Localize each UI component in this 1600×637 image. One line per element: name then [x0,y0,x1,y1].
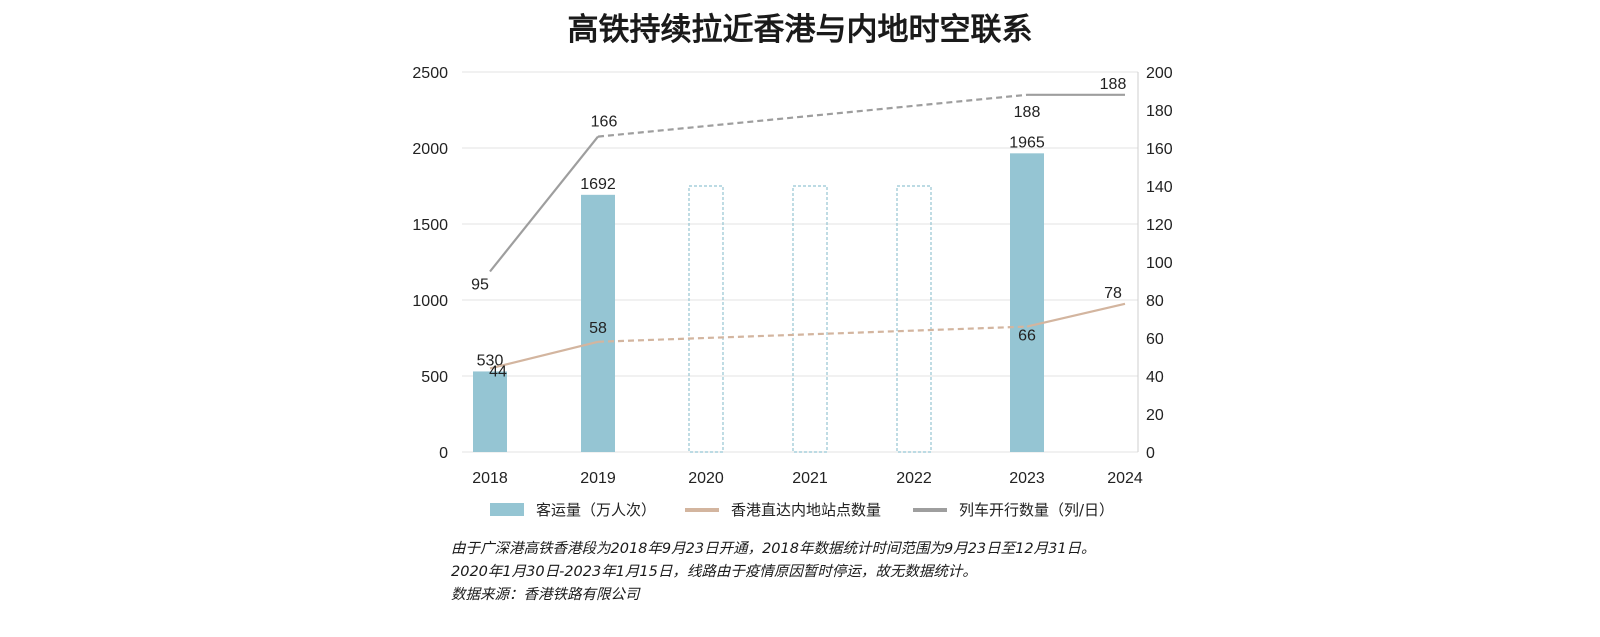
series-line-stations-seg-2 [1026,302,1126,328]
footnote-2: 2020年1月30日-2023年1月15日，线路由于疫情原因暂时停运，故无数据统… [451,564,977,580]
series-line-trains-seg-0 [489,135,599,273]
right-axis-tick: 120 [1146,217,1173,234]
right-axis-tick: 180 [1146,103,1173,120]
point-label-stations-2024: 78 [1104,285,1122,302]
footnotes: 由于广深港高铁香港段为2018年9月23日开通，2018年数据统计时间范围为9月… [451,538,1096,607]
chart-title: 高铁持续拉近香港与内地时空联系 [567,12,1033,48]
point-label-trains-2018: 95 [471,277,489,294]
left-axis-tick: 1000 [412,293,448,310]
series-line-stations-seg-0 [489,340,599,370]
right-axis-tick: 100 [1146,255,1173,272]
point-label-stations-2019: 58 [589,320,607,337]
right-axis-tick: 60 [1146,331,1164,348]
bar-label-2023: 1965 [1009,134,1045,151]
point-label-trains-2019: 166 [591,114,618,131]
bar-placeholder-2022 [896,185,932,453]
right-axis-tick: 160 [1146,141,1173,158]
bar-2019 [581,194,615,453]
legend-label-2: 列车开行数量（列/日） [959,501,1114,519]
x-axis-tick: 2019 [580,470,616,487]
series-line-trains-seg-1 [597,93,1028,138]
x-axis-tick: 2024 [1107,470,1143,487]
right-axis-tick: 80 [1146,293,1164,310]
point-label-stations-2018: 44 [489,363,507,380]
left-axis-tick: 2500 [412,65,448,82]
footnote-source: 数据来源：香港铁路有限公司 [451,587,640,603]
x-axis-tick: 2018 [472,470,508,487]
x-axis-tick: 2020 [688,470,724,487]
x-axis-tick: 2022 [896,470,932,487]
right-axis-tick: 140 [1146,179,1173,196]
bar-placeholder-2020 [688,185,724,453]
bar-label-2018: 530 [477,352,504,369]
point-label-trains-2024: 188 [1100,76,1127,93]
x-axis-tick: 2023 [1009,470,1045,487]
bar-label-2019: 1692 [580,176,616,193]
bar-placeholder-2021 [792,185,828,453]
x-axis-tick: 2021 [792,470,828,487]
left-axis-tick: 2000 [412,141,448,158]
legend-swatch-0 [490,503,524,516]
right-axis-tick: 200 [1146,65,1173,82]
left-axis-tick: 500 [421,369,448,386]
footnote-1: 由于广深港高铁香港段为2018年9月23日开通，2018年数据统计时间范围为9月… [451,541,1096,557]
left-axis-tick: 0 [439,445,448,462]
legend-label-0: 客运量（万人次） [536,501,656,519]
series-line-stations-seg-1 [597,325,1028,343]
right-axis-tick: 0 [1146,445,1155,462]
point-label-stations-2023: 66 [1018,328,1036,345]
right-axis-tick: 20 [1146,407,1164,424]
legend-label-1: 香港直达内地站点数量 [731,501,881,519]
left-axis-tick: 1500 [412,217,448,234]
bar-2023 [1010,153,1044,452]
point-label-trains-2023: 188 [1014,104,1041,121]
bar-2018 [473,371,507,452]
right-axis-tick: 40 [1146,369,1164,386]
